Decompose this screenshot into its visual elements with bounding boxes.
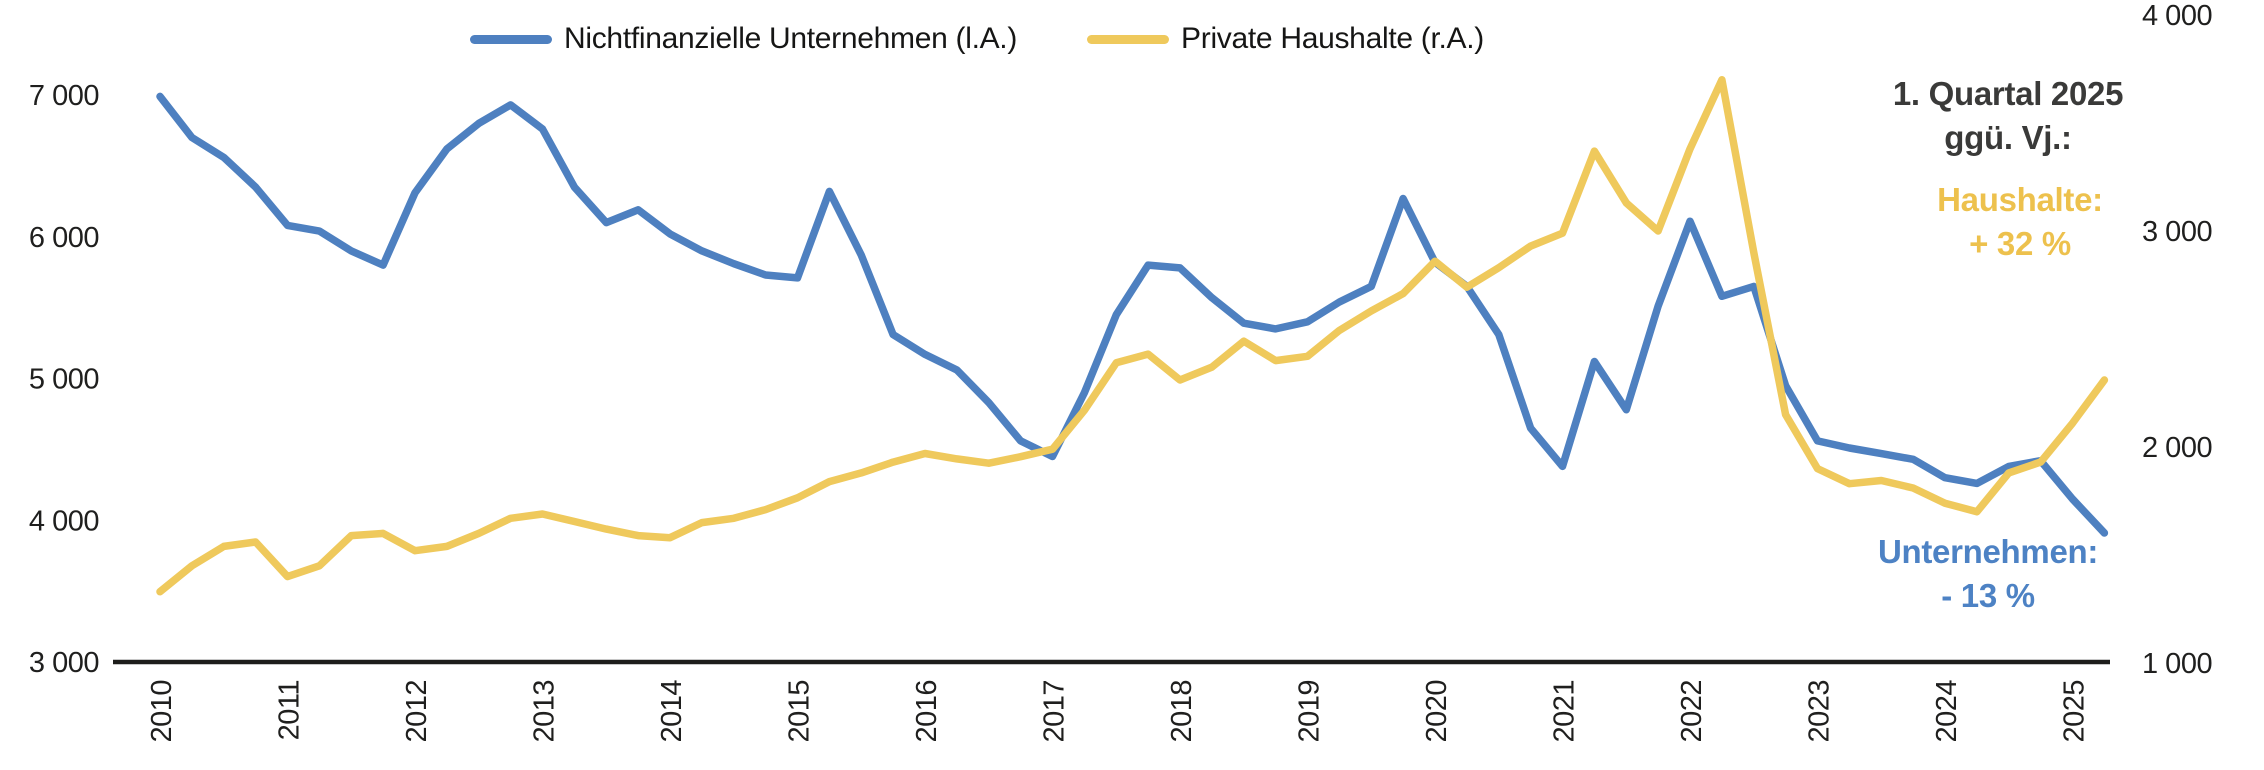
series-line-haushalte <box>156 76 2109 596</box>
legend: Nichtfinanzielle Unternehmen (l.A.) Priv… <box>470 22 1730 56</box>
x-axis-year-label: 2016 <box>911 680 943 743</box>
x-axis-year-label: 2021 <box>1549 680 1581 743</box>
annotation-unternehmen-value: - 13 % <box>1941 577 2035 614</box>
left-axis-tick-label: 7 000 <box>29 80 99 112</box>
x-axis-year-label: 2025 <box>2059 680 2091 743</box>
right-axis-tick-label: 3 000 <box>2142 216 2212 248</box>
legend-item-unternehmen: Nichtfinanzielle Unternehmen (l.A.) <box>470 22 1017 56</box>
annotation-unternehmen: Unternehmen: - 13 % <box>1828 530 2148 618</box>
x-axis-year-label: 2019 <box>1294 680 1326 743</box>
right-axis-tick-label: 1 000 <box>2142 648 2212 680</box>
annotation-header: 1. Quartal 2025 ggü. Vj.: <box>1848 72 2168 160</box>
x-axis-year-label: 2011 <box>274 680 306 740</box>
x-axis-year-label: 2012 <box>401 680 433 743</box>
x-axis-year-label: 2018 <box>1166 680 1198 743</box>
x-axis-year-label: 2020 <box>1421 680 1453 743</box>
left-axis-tick-label: 5 000 <box>29 364 99 396</box>
x-axis-year-label: 2017 <box>1039 680 1071 743</box>
annotation-header-line2: ggü. Vj.: <box>1944 119 2072 156</box>
legend-item-haushalte: Private Haushalte (r.A.) <box>1087 22 1484 56</box>
x-axis-year-label: 2013 <box>529 680 561 743</box>
x-axis-year-label: 2015 <box>784 680 816 743</box>
legend-label-unternehmen: Nichtfinanzielle Unternehmen (l.A.) <box>564 22 1018 55</box>
left-axis-tick-label: 3 000 <box>29 647 99 679</box>
annotation-header-line1: 1. Quartal 2025 <box>1892 75 2124 112</box>
annotation-haushalte-label: Haushalte: <box>1937 181 2103 218</box>
x-axis-year-label: 2022 <box>1676 680 1708 743</box>
right-axis-tick-label: 2 000 <box>2142 432 2212 464</box>
legend-line-haushalte-icon <box>1087 34 1170 44</box>
annotation-haushalte: Haushalte: + 32 % <box>1860 178 2180 266</box>
annotation-haushalte-value: + 32 % <box>1969 225 2071 262</box>
left-axis-tick-label: 6 000 <box>29 222 99 254</box>
annotation-unternehmen-label: Unternehmen: <box>1877 533 2099 570</box>
legend-label-haushalte: Private Haushalte (r.A.) <box>1181 22 1484 55</box>
right-axis-tick-label: 4 000 <box>2142 0 2212 32</box>
x-axis-year-label: 2014 <box>656 680 688 743</box>
left-axis-tick-label: 4 000 <box>29 505 99 537</box>
x-axis-year-label: 2023 <box>1804 680 1836 743</box>
x-axis-year-label: 2010 <box>146 680 178 743</box>
x-axis-year-label: 2024 <box>1931 680 1963 743</box>
legend-line-unternehmen-icon <box>470 34 552 44</box>
